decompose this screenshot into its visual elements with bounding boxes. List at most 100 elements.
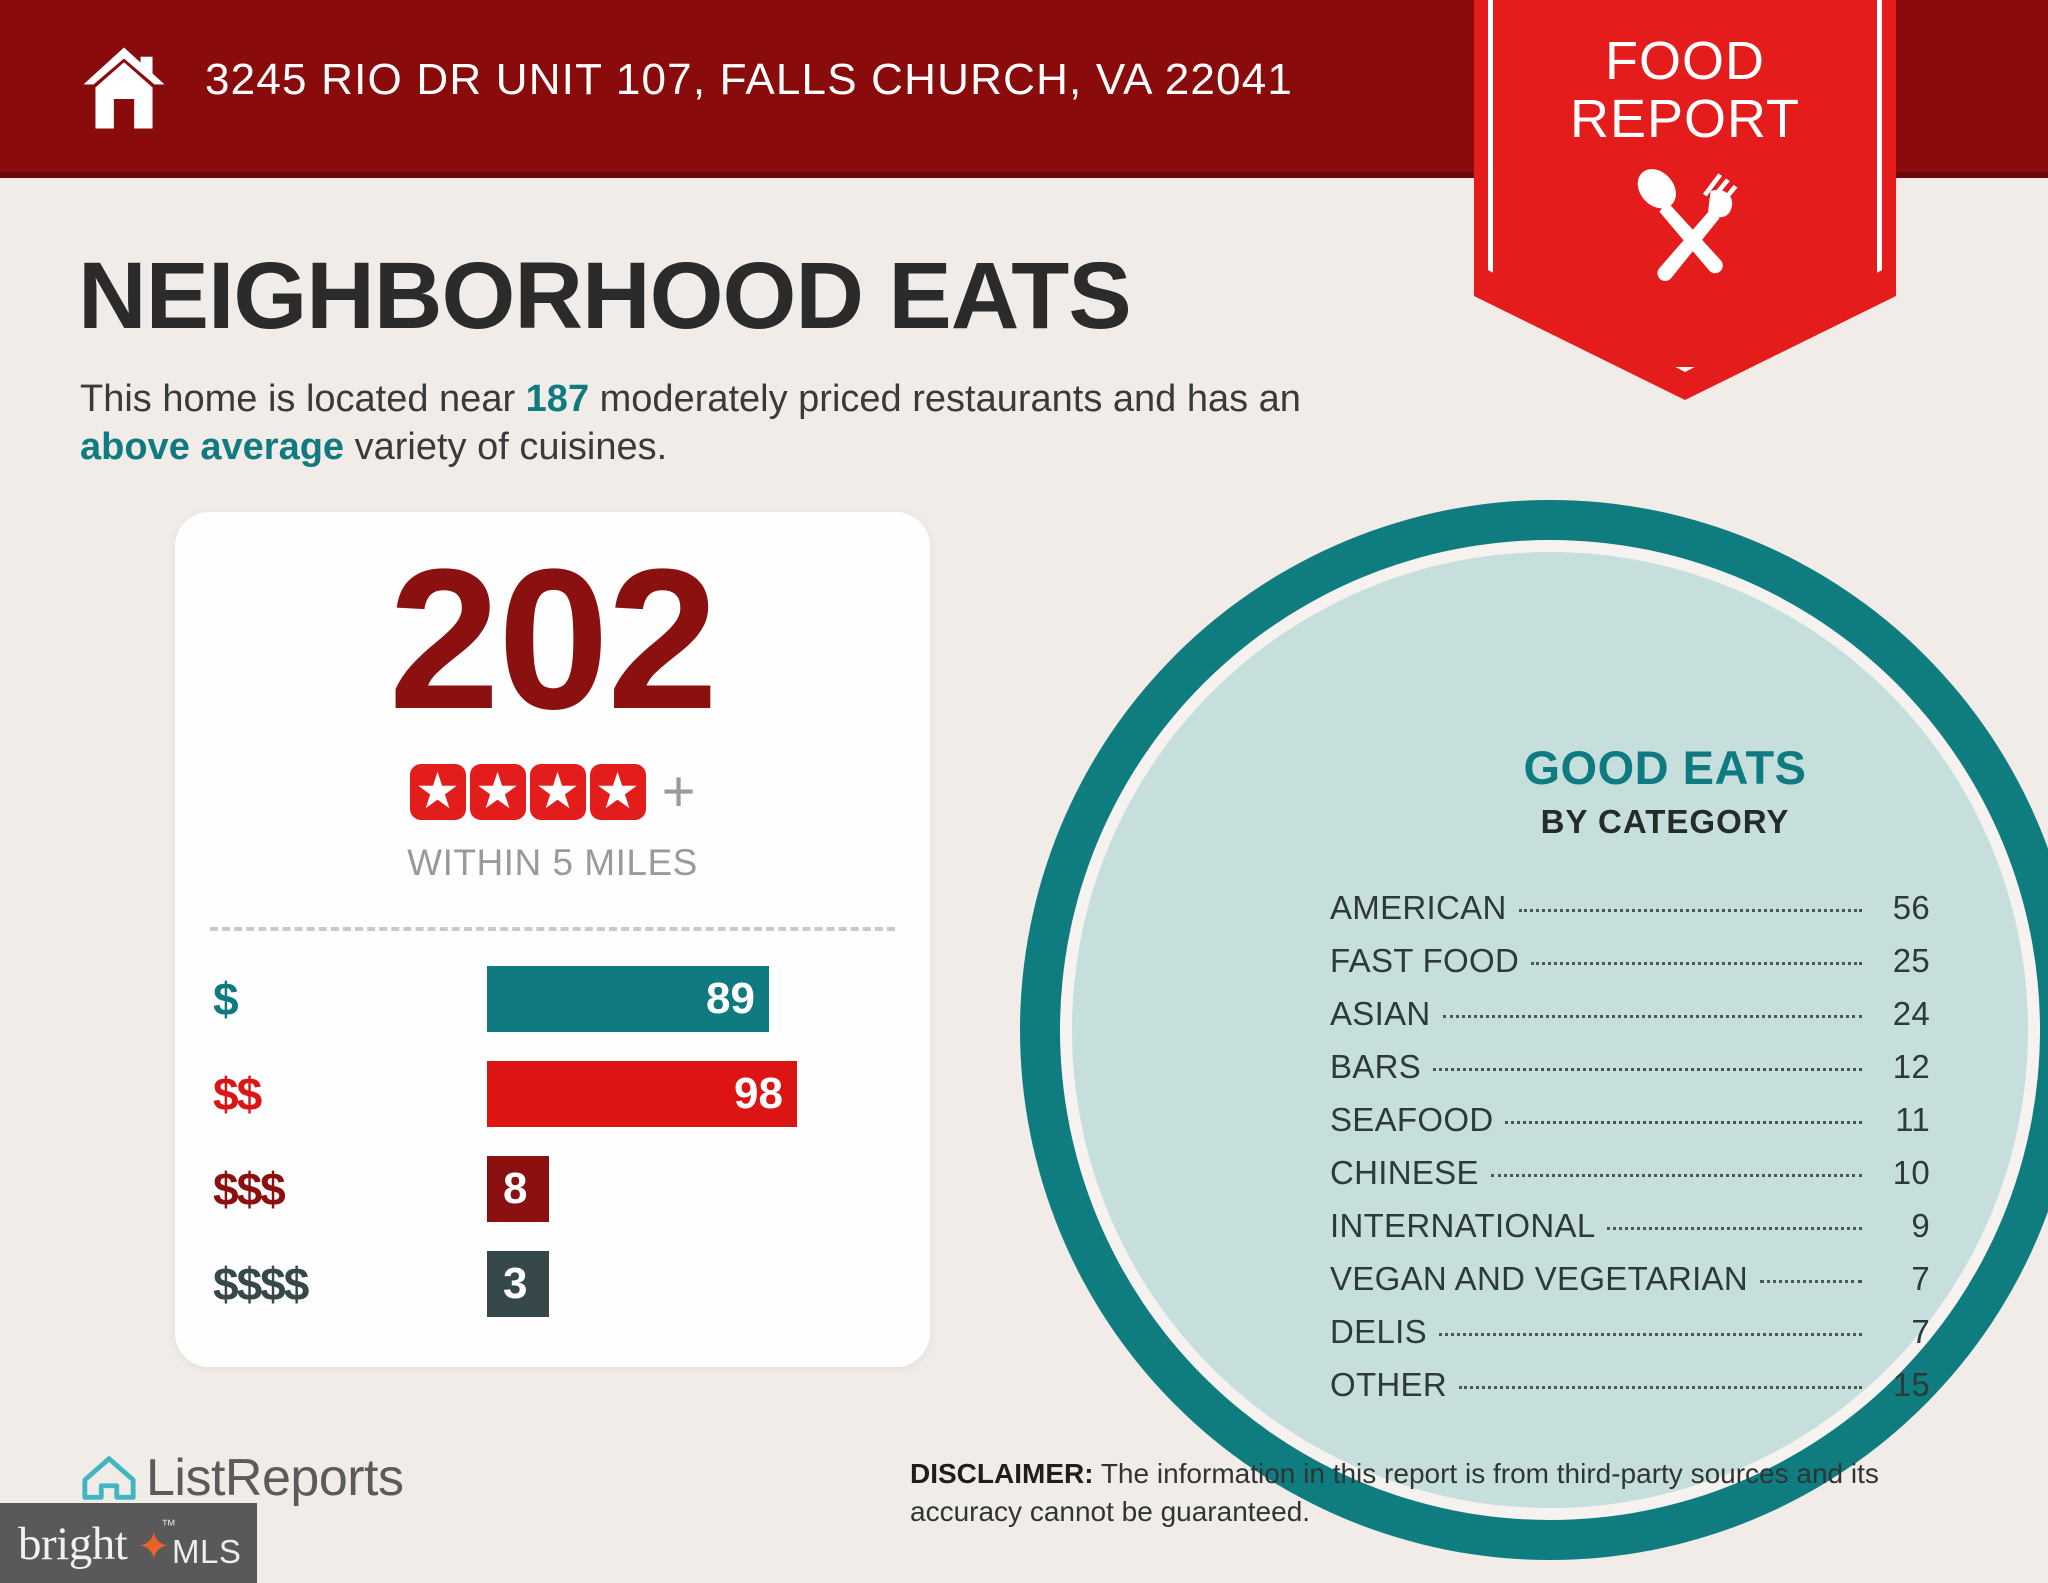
price-tier-bar-chart: $89 $$ 98 $$$ 8 $$$$ 3 [175, 960, 930, 1340]
price-tier-bar: 98 [487, 1061, 797, 1127]
category-label: INTERNATIONAL [1330, 1207, 1596, 1244]
star-rating: ★ ★ ★ ★ + [175, 759, 930, 824]
bright-wordmark: bright [18, 1518, 128, 1570]
spoon-fork-icon [1637, 169, 1738, 281]
price-tier-value: 89 [706, 974, 755, 1023]
trademark-symbol: ™ [161, 1517, 176, 1534]
category-label: OTHER [1330, 1366, 1447, 1403]
category-value: 11 [1895, 1101, 1930, 1138]
category-label: CHINESE [1330, 1154, 1479, 1191]
price-tier-bar: 3 [487, 1251, 549, 1317]
radius-label: WITHIN 5 MILES [407, 842, 698, 883]
star-icon: ★ [469, 764, 526, 820]
price-tier-bar: 89 [487, 966, 769, 1032]
category-row: CHINESE 10 [1330, 1154, 1930, 1207]
good-eats-title: GOOD EATS [1523, 741, 1807, 794]
bright-mls-badge: bright ✦ ™ MLS [0, 1503, 257, 1583]
price-tier-label: $$$$ [213, 1258, 309, 1310]
category-label: BARS [1330, 1048, 1422, 1085]
category-label: FAST FOOD [1330, 942, 1520, 979]
category-label: VEGAN AND VEGETARIAN [1330, 1260, 1748, 1297]
price-tier-row: $$$ 8 [175, 1150, 930, 1245]
leader-dots [1505, 1121, 1862, 1124]
price-tier-value: 98 [734, 1069, 783, 1118]
category-value: 25 [1892, 942, 1930, 979]
price-tier-bar-track: 89 [487, 966, 769, 1032]
subtitle-text-2: moderately priced restaurants and has an [589, 378, 1301, 420]
mls-wordmark: MLS [172, 1533, 242, 1570]
price-tier-row: $$ 98 [175, 1055, 930, 1150]
category-value: 9 [1911, 1207, 1930, 1244]
disclaimer-text: The information in this report is from t… [910, 1458, 1879, 1527]
leader-dots [1490, 1174, 1862, 1177]
property-address: 3245 RIO DR UNIT 107, FALLS CHURCH, VA 2… [205, 55, 1294, 104]
restaurant-count: 187 [525, 378, 590, 420]
teal-ring-decoration [1020, 500, 2048, 1583]
category-row: OTHER 15 [1330, 1366, 1930, 1419]
disclaimer: DISCLAIMER: The information in this repo… [910, 1455, 1970, 1531]
category-value: 12 [1892, 1048, 1930, 1085]
category-list: AMERICAN 56 FAST FOOD 25 ASIAN 24 BARS 12 SEAFOO… [1330, 889, 1930, 1419]
category-row: AMERICAN 56 [1330, 889, 1930, 942]
food-report-badge: FOOD REPORT [1474, 0, 1896, 400]
category-row: INTERNATIONAL 9 [1330, 1207, 1930, 1260]
category-row: ASIAN 24 [1330, 995, 1930, 1048]
ring-inner-fill [1072, 552, 2028, 1508]
listreports-wordmark: ListReports [146, 1449, 404, 1507]
price-tier-bar: 8 [487, 1156, 549, 1222]
plus-icon: + [661, 759, 696, 824]
card-divider [210, 927, 895, 931]
category-label: SEAFOOD [1330, 1101, 1494, 1138]
category-row: SEAFOOD 11 [1330, 1101, 1930, 1154]
price-tier-bar-track: 3 [487, 1251, 549, 1317]
good-eats-subtitle: BY CATEGORY [1540, 803, 1790, 840]
leader-dots [1759, 1280, 1862, 1283]
price-tier-value: 3 [503, 1259, 528, 1308]
score-card: 202 ★ ★ ★ ★ + WITHIN 5 MILES $89 $$ 98 $$$ 8… [175, 512, 930, 1367]
home-icon [83, 47, 165, 129]
leader-dots [1531, 962, 1862, 965]
category-value: 15 [1892, 1366, 1930, 1403]
category-label: DELIS [1330, 1313, 1427, 1350]
badge-inner-border [1488, 0, 1882, 372]
badge-title-line2: REPORT [1569, 89, 1801, 149]
category-row: DELIS 7 [1330, 1313, 1930, 1366]
price-tier-value: 8 [503, 1164, 528, 1213]
star-icon: ★ [409, 764, 466, 820]
price-tier-row: $$$$ 3 [175, 1245, 930, 1340]
category-value: 7 [1911, 1313, 1930, 1350]
price-tier-row: $89 [175, 960, 930, 1055]
price-tier-label: $$$ [213, 1163, 286, 1215]
listreports-logo: ListReports [80, 1448, 404, 1508]
category-label: ASIAN [1330, 995, 1431, 1032]
listreports-house-icon [82, 1456, 136, 1500]
leader-dots [1518, 909, 1862, 912]
subtitle-text-3: variety of cuisines. [344, 426, 668, 468]
price-tier-label: $ [213, 973, 239, 1025]
category-value: 10 [1892, 1154, 1930, 1191]
page-title: NEIGHBORHOOD EATS [78, 243, 1132, 349]
category-row: FAST FOOD 25 [1330, 942, 1930, 995]
leader-dots [1459, 1386, 1862, 1389]
restaurant-score: 202 [388, 528, 719, 751]
leader-dots [1442, 1015, 1862, 1018]
price-tier-bar-track: 98 [487, 1061, 797, 1127]
subtitle-text-1: This home is located near [80, 378, 526, 420]
spark-icon: ✦ [137, 1525, 171, 1569]
badge-title: FOOD REPORT [1474, 32, 1896, 148]
disclaimer-label: DISCLAIMER: [910, 1458, 1094, 1489]
leader-dots [1438, 1333, 1862, 1336]
price-tier-bar-track: 8 [487, 1156, 549, 1222]
leader-dots [1433, 1068, 1862, 1071]
variety-level: above average [80, 426, 345, 468]
good-eats-panel: GOOD EATS BY CATEGORY AMERICAN 56 FAST FOO… [1330, 740, 2030, 1419]
category-value: 24 [1892, 995, 1930, 1032]
price-tier-label: $$ [213, 1068, 262, 1120]
category-row: BARS 12 [1330, 1048, 1930, 1101]
category-row: VEGAN AND VEGETARIAN 7 [1330, 1260, 1930, 1313]
category-label: AMERICAN [1330, 889, 1507, 926]
category-value: 56 [1892, 889, 1930, 926]
category-value: 7 [1911, 1260, 1930, 1297]
star-icon: ★ [529, 764, 586, 820]
